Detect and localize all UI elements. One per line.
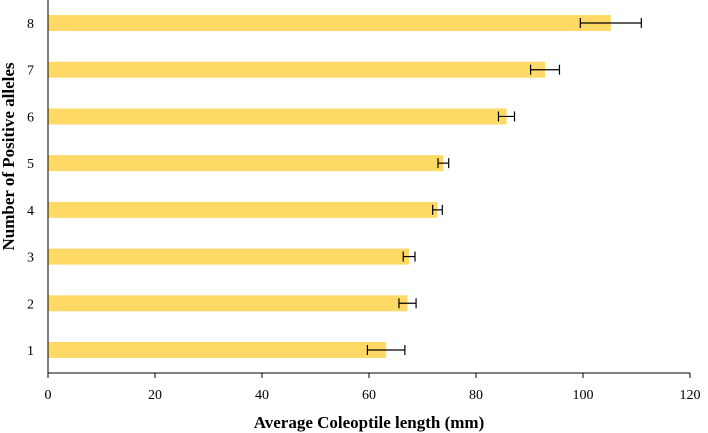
x-tick-label: 120 <box>680 388 701 403</box>
y-tick-label: 6 <box>27 110 34 125</box>
bar-7 <box>48 62 545 78</box>
x-tick-label: 60 <box>362 388 376 403</box>
bar-5 <box>48 155 443 171</box>
y-tick-label: 4 <box>27 204 34 219</box>
x-ticks-group: 0 20 40 60 80 100 120 <box>45 373 701 403</box>
y-axis-title: Number of Positive alleles <box>0 62 18 250</box>
y-tick-label: 1 <box>27 344 34 359</box>
y-tick-label: 7 <box>27 64 34 79</box>
y-tick-label: 5 <box>27 157 34 172</box>
y-tick-label: 2 <box>27 297 34 312</box>
x-tick-label: 80 <box>469 388 483 403</box>
bar-4 <box>48 202 437 218</box>
bar-6 <box>48 108 506 124</box>
x-tick-label: 20 <box>148 388 162 403</box>
bar-3 <box>48 249 409 265</box>
bar-8 <box>48 15 611 31</box>
bar-2 <box>48 295 408 311</box>
bar-1 <box>48 342 386 358</box>
x-axis-title: Average Coleoptile length (mm) <box>254 413 485 432</box>
x-tick-label: 100 <box>573 388 594 403</box>
y-tick-label: 8 <box>27 17 34 32</box>
x-tick-label: 0 <box>45 388 52 403</box>
bars-group <box>48 15 611 358</box>
y-ticks-group: 1 2 3 4 5 6 7 8 <box>27 17 34 359</box>
y-tick-label: 3 <box>27 251 34 266</box>
x-tick-label: 40 <box>255 388 269 403</box>
